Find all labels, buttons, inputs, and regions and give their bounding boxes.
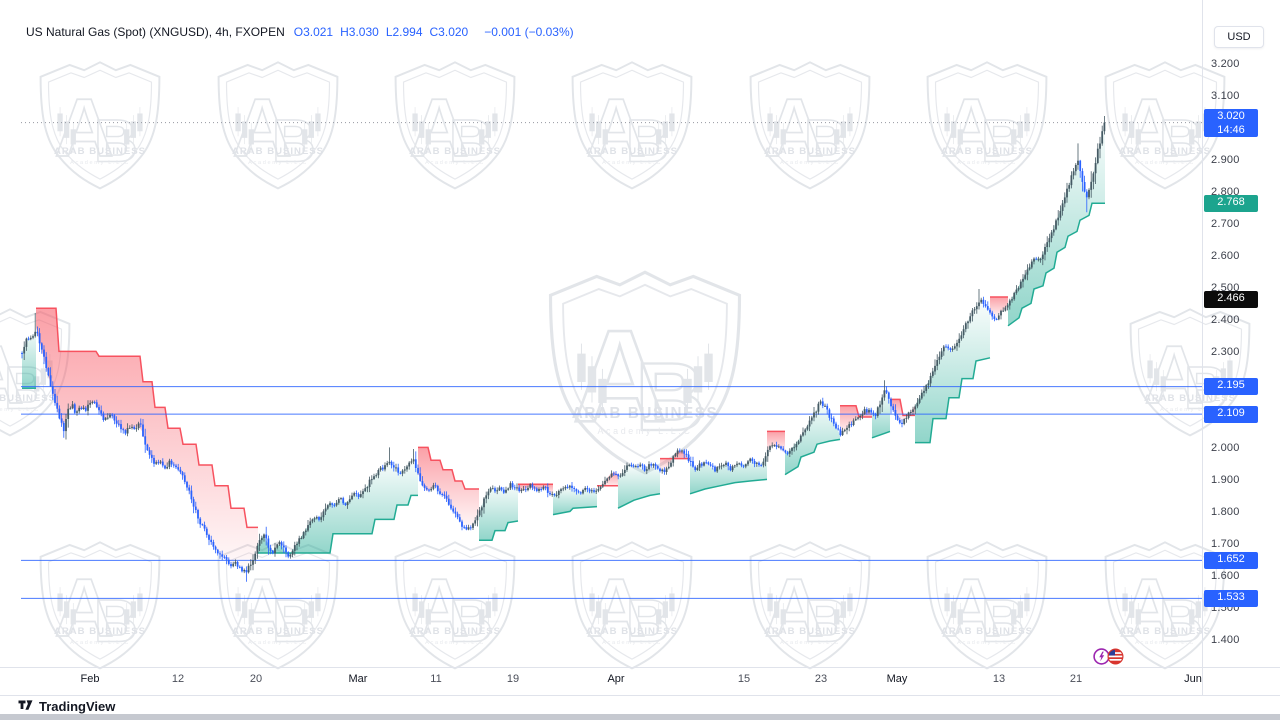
price-tick-2.700: 2.700	[1211, 218, 1240, 230]
time-label-15: 15	[737, 673, 751, 685]
trend-bands	[22, 122, 1105, 571]
price-tick-1.600: 1.600	[1211, 570, 1240, 582]
trailing-stop-label: 2.768	[1204, 194, 1258, 212]
price-tick-2.000: 2.000	[1211, 442, 1240, 454]
price-tick-3.100: 3.100	[1211, 90, 1240, 102]
price-tick-1.900: 1.900	[1211, 474, 1240, 486]
time-label-Apr: Apr	[607, 673, 625, 685]
price-tick-1.700: 1.700	[1211, 538, 1240, 550]
time-label-12: 12	[171, 673, 185, 685]
change-value: −0.001 (−0.03%)	[484, 25, 574, 39]
event-markers[interactable]	[1093, 648, 1124, 665]
time-label-20: 20	[249, 673, 263, 685]
horizontal-line-label: 1.652	[1204, 551, 1258, 569]
window-bottom-edge	[0, 714, 1280, 720]
ohlc-o-value: O3.021	[293, 25, 334, 39]
time-axis-separator-top	[0, 667, 1280, 668]
time-label-19: 19	[506, 673, 520, 685]
ohlc-c-value: C3.020	[429, 25, 469, 39]
price-tick-2.400: 2.400	[1211, 314, 1240, 326]
price-tick-2.600: 2.600	[1211, 250, 1240, 262]
currency-unit-button[interactable]: USD	[1214, 26, 1264, 48]
time-label-Mar: Mar	[348, 673, 368, 685]
time-label-21: 21	[1069, 673, 1083, 685]
horizontal-line-label: 2.109	[1204, 405, 1258, 423]
time-label-11: 11	[430, 673, 442, 685]
tradingview-logo-text: TradingView	[39, 699, 116, 714]
time-axis[interactable]: Feb 12 20 Mar 11 19 Apr 15 23 May 13 21 Jun	[0, 667, 1280, 695]
time-label-Feb: Feb	[80, 673, 100, 685]
chart-legend[interactable]: US Natural Gas (Spot) (XNGUSD), 4h, FXOP…	[26, 25, 574, 39]
price-tick-2.500: 2.500	[1211, 282, 1240, 294]
tradingview-logo[interactable]: TradingView	[18, 699, 115, 714]
ohlc-values: O3.021 H3.030 L2.994 C3.020	[294, 25, 475, 39]
current-price-label: 3.020 14:46	[1204, 108, 1258, 137]
horizontal-line-label: 1.533	[1204, 589, 1258, 607]
time-label-13: 13	[992, 673, 1006, 685]
symbol-title: US Natural Gas (Spot) (XNGUSD), 4h, FXOP…	[26, 25, 285, 39]
price-tick-3.200: 3.200	[1211, 58, 1240, 70]
horizontal-lines[interactable]	[21, 386, 1202, 599]
price-tick-2.900: 2.900	[1211, 154, 1240, 166]
price-axis[interactable]: USD 3.200 3.100 2.900 2.800 2.700 2.600 2.500 2…	[1202, 0, 1280, 695]
ohlc-h-value: H3.030	[340, 25, 379, 39]
candles	[21, 116, 1106, 582]
price-tick-1.800: 1.800	[1211, 506, 1240, 518]
time-label-23: 23	[814, 673, 828, 685]
ohlc-l-value: L2.994	[385, 25, 423, 39]
time-label-May: May	[886, 673, 908, 685]
time-label-Jun: Jun	[1184, 673, 1202, 685]
horizontal-line-label: 2.195	[1204, 378, 1258, 396]
tradingview-logo-icon	[18, 700, 33, 710]
economic-flash-event-icon[interactable]	[1093, 648, 1110, 665]
price-tick-2.300: 2.300	[1211, 346, 1240, 358]
us-economic-event-icon[interactable]	[1107, 648, 1124, 665]
indicator-level-label: 2.466	[1204, 291, 1258, 309]
price-axis-separator	[1202, 0, 1203, 695]
price-tick-1.400: 1.400	[1211, 634, 1240, 646]
time-axis-separator-bottom	[0, 695, 1280, 696]
